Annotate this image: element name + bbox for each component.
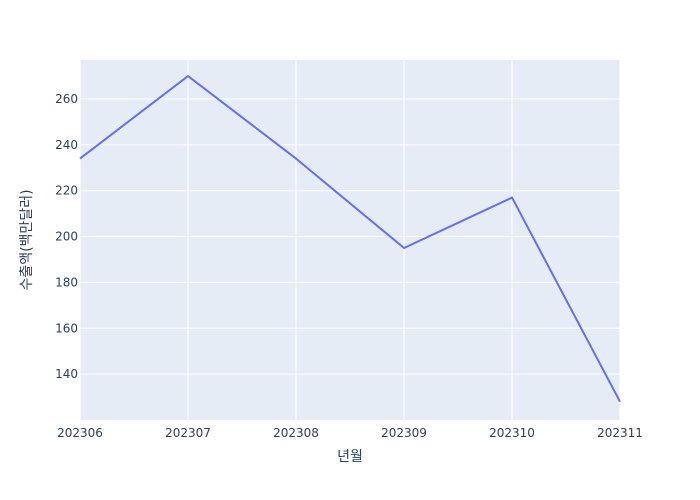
tick-layer: 202306 202307 202308 202309 202310 202311 140 1… (55, 92, 643, 440)
x-tick-label: 202306 (57, 426, 103, 440)
y-tick-label: 260 (55, 92, 78, 106)
y-tick-label: 160 (55, 321, 78, 335)
x-tick-label: 202307 (165, 426, 211, 440)
y-tick-label: 180 (55, 275, 78, 289)
series-layer (79, 75, 621, 403)
grid-layer (79, 60, 621, 420)
y-tick-label: 240 (55, 138, 78, 152)
series-line (79, 75, 621, 403)
y-axis-title: 수출액(백만달러) (19, 189, 35, 290)
y-tick-label: 140 (55, 367, 78, 381)
x-tick-label: 202311 (597, 426, 643, 440)
x-tick-label: 202310 (489, 426, 535, 440)
x-tick-label: 202308 (273, 426, 319, 440)
x-tick-label: 202309 (381, 426, 427, 440)
x-axis-title: 년월 (337, 449, 363, 465)
y-tick-label: 200 (55, 230, 78, 244)
y-tick-label: 220 (55, 184, 78, 198)
plot-area (80, 60, 620, 420)
